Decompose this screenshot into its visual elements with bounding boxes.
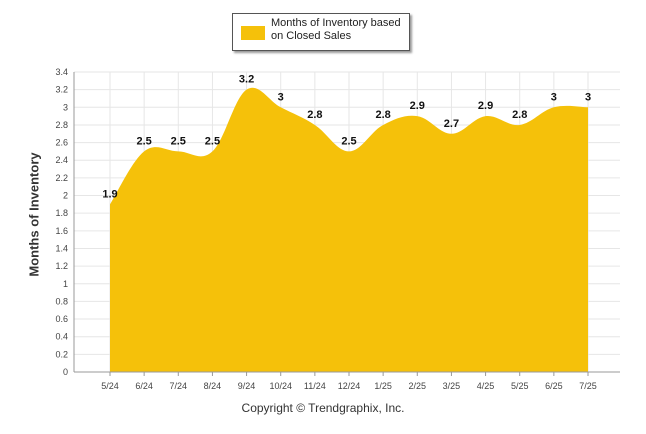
x-tick-label: 6/24: [135, 381, 153, 391]
area-series: [110, 87, 588, 373]
data-label: 2.5: [341, 135, 356, 147]
y-tick-label: 0.6: [55, 314, 68, 324]
y-tick-label: 2.8: [55, 120, 68, 130]
y-tick-label: 0.8: [55, 296, 68, 306]
y-tick-label: 1.8: [55, 208, 68, 218]
x-tick-label: 7/25: [579, 381, 597, 391]
data-label: 2.9: [478, 100, 493, 112]
x-tick-label: 5/25: [511, 381, 529, 391]
legend-swatch: [241, 26, 265, 40]
data-label: 2.8: [512, 109, 527, 121]
y-tick-label: 0: [63, 367, 68, 377]
data-label: 2.8: [375, 109, 390, 121]
y-tick-label: 3.4: [55, 67, 68, 77]
y-tick-label: 2.6: [55, 138, 68, 148]
y-tick-label: 3: [63, 102, 68, 112]
y-tick-label: 2.4: [55, 155, 68, 165]
x-tick-label: 3/25: [443, 381, 461, 391]
legend-label: Months of Inventory based on Closed Sale…: [271, 17, 401, 42]
x-tick-label: 12/24: [338, 381, 361, 391]
data-label: 1.9: [102, 188, 117, 200]
y-tick-label: 2.2: [55, 173, 68, 183]
x-tick-label: 4/25: [477, 381, 495, 391]
data-label: 2.7: [444, 118, 459, 130]
data-label: 2.9: [410, 100, 425, 112]
y-tick-label: 2: [63, 191, 68, 201]
legend: Months of Inventory based on Closed Sale…: [232, 13, 410, 51]
y-tick-label: 1.4: [55, 243, 68, 253]
data-label: 2.5: [136, 135, 151, 147]
data-label: 3: [585, 91, 591, 103]
y-axis-title: Months of Inventory: [26, 152, 42, 277]
x-tick-label: 1/25: [374, 381, 392, 391]
x-tick-label: 6/25: [545, 381, 563, 391]
y-tick-label: 3.2: [55, 85, 68, 95]
y-tick-label: 0.2: [55, 349, 68, 359]
y-tick-label: 1: [63, 279, 68, 289]
data-label: 2.8: [307, 109, 322, 121]
data-label: 3: [278, 91, 284, 103]
data-label: 2.5: [171, 135, 186, 147]
x-tick-label: 11/24: [304, 381, 326, 391]
data-label: 3.2: [239, 74, 254, 86]
data-label: 2.5: [205, 135, 220, 147]
x-tick-label: 8/24: [204, 381, 222, 391]
x-tick-label: 2/25: [409, 381, 427, 391]
x-tick-label: 10/24: [269, 381, 292, 391]
x-tick-label: 7/24: [170, 381, 188, 391]
x-tick-label: 9/24: [238, 381, 256, 391]
y-tick-label: 0.4: [55, 332, 68, 342]
y-tick-label: 1.6: [55, 226, 68, 236]
copyright-footer: Copyright © Trendgraphix, Inc.: [241, 401, 405, 415]
data-label: 3: [551, 91, 557, 103]
y-tick-label: 1.2: [55, 261, 68, 271]
x-tick-label: 5/24: [101, 381, 119, 391]
